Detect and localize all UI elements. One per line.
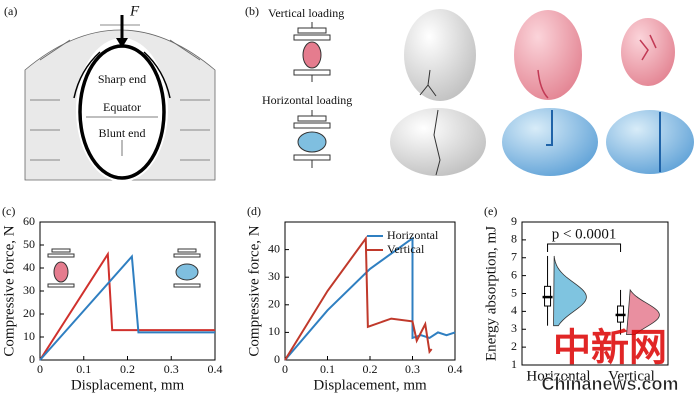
legend-label: Horizontal xyxy=(387,228,439,242)
x-tick-label: Horizontal xyxy=(526,368,590,384)
loading-icons xyxy=(293,22,331,168)
y-tick-label: 6 xyxy=(511,267,517,281)
arch-illustration xyxy=(24,15,216,182)
x-tick-label: 0.2 xyxy=(120,362,135,376)
blunt-end-label: Blunt end xyxy=(99,126,146,140)
line xyxy=(39,254,215,361)
panel-label: (b) xyxy=(245,4,259,18)
force-label: F xyxy=(129,3,140,19)
density xyxy=(553,255,587,327)
line xyxy=(39,251,215,361)
y-tick-label: 7 xyxy=(511,250,517,264)
x-tick-label: 0 xyxy=(282,362,288,376)
y-tick-label: 30 xyxy=(268,269,280,283)
x-tick-label: 0.1 xyxy=(76,362,91,376)
y-tick-label: 60 xyxy=(23,214,35,228)
annotation: p < 0.0001 xyxy=(552,226,617,242)
panel-label: (a) xyxy=(4,4,17,18)
x-tick-label: 0.3 xyxy=(405,362,420,376)
x-tick-label: 0.4 xyxy=(448,362,463,376)
charts: (c)Compressive force, N0102030405060Disp… xyxy=(1,204,669,393)
y-tick-label: 8 xyxy=(511,232,517,246)
density xyxy=(626,288,660,336)
y-tick-label: 2 xyxy=(511,339,517,353)
panel-label: (c) xyxy=(2,204,15,218)
significance-bracket xyxy=(547,243,622,252)
y-tick-label: 20 xyxy=(268,297,280,311)
x-tick-label: 0.3 xyxy=(164,362,179,376)
plot-frame xyxy=(39,221,216,361)
y-tick-label: 10 xyxy=(268,324,280,338)
line xyxy=(284,235,433,361)
x-axis-label: Displacement, mm xyxy=(71,377,185,393)
equator-label: Equator xyxy=(103,100,141,114)
y-tick-label: 10 xyxy=(23,329,35,343)
y-tick-label: 3 xyxy=(511,321,517,335)
x-tick-label: Vertical xyxy=(608,368,655,384)
y-tick-label: 50 xyxy=(23,237,35,251)
egg-renders xyxy=(390,9,694,176)
x-tick-label: 0 xyxy=(37,362,43,376)
panel-label: (d) xyxy=(247,204,261,218)
panel-label: (e) xyxy=(484,204,497,218)
plot-frame xyxy=(284,221,456,361)
y-tick-label: 1 xyxy=(511,357,517,371)
watermark-chinese: 中新网 xyxy=(553,328,667,370)
x-axis-label: Displacement, mm xyxy=(313,377,427,393)
y-tick-label: 5 xyxy=(511,285,517,299)
x-tick-label: 0.2 xyxy=(363,362,378,376)
inset-icons xyxy=(47,248,201,288)
y-tick-label: 0 xyxy=(274,352,280,366)
y-axis-label: Compressive force, N xyxy=(1,225,17,356)
legend-label: Vertical xyxy=(387,242,425,256)
y-tick-label: 20 xyxy=(23,306,35,320)
vertical-loading-label: Vertical loading xyxy=(268,6,344,20)
y-tick-label: 40 xyxy=(268,241,280,255)
y-axis-label: Compressive force, N xyxy=(246,225,262,356)
y-tick-label: 30 xyxy=(23,283,35,297)
x-tick-label: 0.4 xyxy=(208,362,223,376)
y-tick-label: 9 xyxy=(511,214,517,228)
y-tick-label: 4 xyxy=(511,303,517,317)
horizontal-loading-label: Horizontal loading xyxy=(262,93,352,107)
y-axis-label: Energy absorption, mJ xyxy=(483,226,499,361)
x-tick-label: 0.1 xyxy=(320,362,335,376)
line xyxy=(284,236,456,361)
watermark-site: Chinanews.com xyxy=(541,374,678,394)
sharp-end-label: Sharp end xyxy=(98,72,146,86)
y-tick-label: 40 xyxy=(23,260,35,274)
y-tick-label: 0 xyxy=(29,352,35,366)
